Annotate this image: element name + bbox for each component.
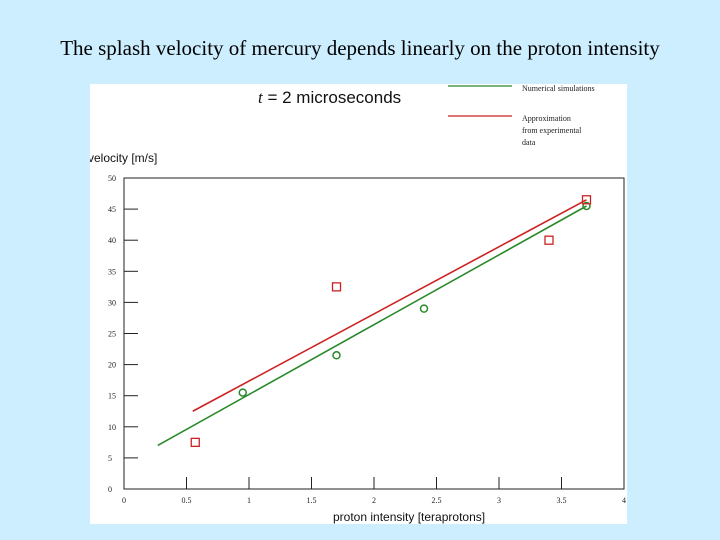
- point-series-0-1: [332, 351, 341, 360]
- point-series-0-0: [238, 388, 247, 397]
- data-markers: [190, 195, 592, 448]
- point-series-1-3: [581, 195, 592, 205]
- y-tick-label-9: 45: [108, 205, 116, 214]
- y-tick-label-8: 40: [108, 236, 116, 245]
- y-tick-label-10: 50: [108, 174, 116, 183]
- x-tick-label-4: 2: [372, 496, 376, 505]
- fit-line-series-0: [157, 205, 587, 447]
- y-tick-label-6: 30: [108, 298, 116, 307]
- legend-label-1: Approximation from experimental data: [522, 114, 582, 147]
- x-tick-label-7: 3.5: [557, 496, 567, 505]
- legend-label-0: Numerical simulations: [522, 84, 595, 93]
- x-axis-title: proton intensity [teraprotons]: [333, 510, 485, 524]
- time-annotation-rest: = 2 microseconds: [263, 88, 401, 107]
- point-series-0-2: [419, 304, 429, 313]
- point-series-1-2: [544, 235, 554, 245]
- fit-line-series-1: [192, 199, 587, 412]
- point-series-1-0: [190, 437, 200, 448]
- time-annotation-var: t: [258, 88, 264, 107]
- x-tick-label-3: 1.5: [307, 496, 317, 505]
- x-tick-label-0: 0: [122, 496, 126, 505]
- legend: Numerical simulations Approximation from e…: [448, 84, 595, 147]
- chart-svg: 0 5 10 15 20 25 30 35 40 45 50 0 0.5 1 1.5 2 2.5 3 3.5 4 Nu…: [90, 84, 626, 524]
- x-tick-label-1: 0.5: [182, 496, 192, 505]
- y-tick-label-3: 15: [108, 392, 116, 401]
- x-tick-label-8: 4: [622, 496, 626, 505]
- point-series-1-1: [331, 282, 342, 292]
- slide-title: The splash velocity of mercury depends l…: [60, 36, 660, 60]
- y-tick-label-7: 35: [108, 267, 116, 276]
- x-tick-label-2: 1: [247, 496, 251, 505]
- axes: 0 5 10 15 20 25 30 35 40 45 50 0 0.5 1 1.5 2 2.5 3 3.5 4: [108, 174, 626, 505]
- time-annotation: t = 2 microseconds: [258, 88, 401, 107]
- y-axis-title: velocity [m/s]: [90, 151, 157, 165]
- fit-lines: [157, 199, 587, 447]
- x-tick-label-5: 2.5: [432, 496, 442, 505]
- y-tick-label-4: 20: [108, 361, 116, 370]
- y-tick-label-5: 25: [108, 330, 116, 339]
- x-tick-label-6: 3: [497, 496, 501, 505]
- y-tick-label-2: 10: [108, 423, 116, 432]
- y-tick-label-0: 0: [108, 485, 112, 494]
- chart-panel: 0 5 10 15 20 25 30 35 40 45 50 0 0.5 1 1.5 2 2.5 3 3.5 4 Nu…: [90, 84, 627, 524]
- y-tick-label-1: 5: [108, 454, 112, 463]
- point-series-0-3: [582, 201, 591, 211]
